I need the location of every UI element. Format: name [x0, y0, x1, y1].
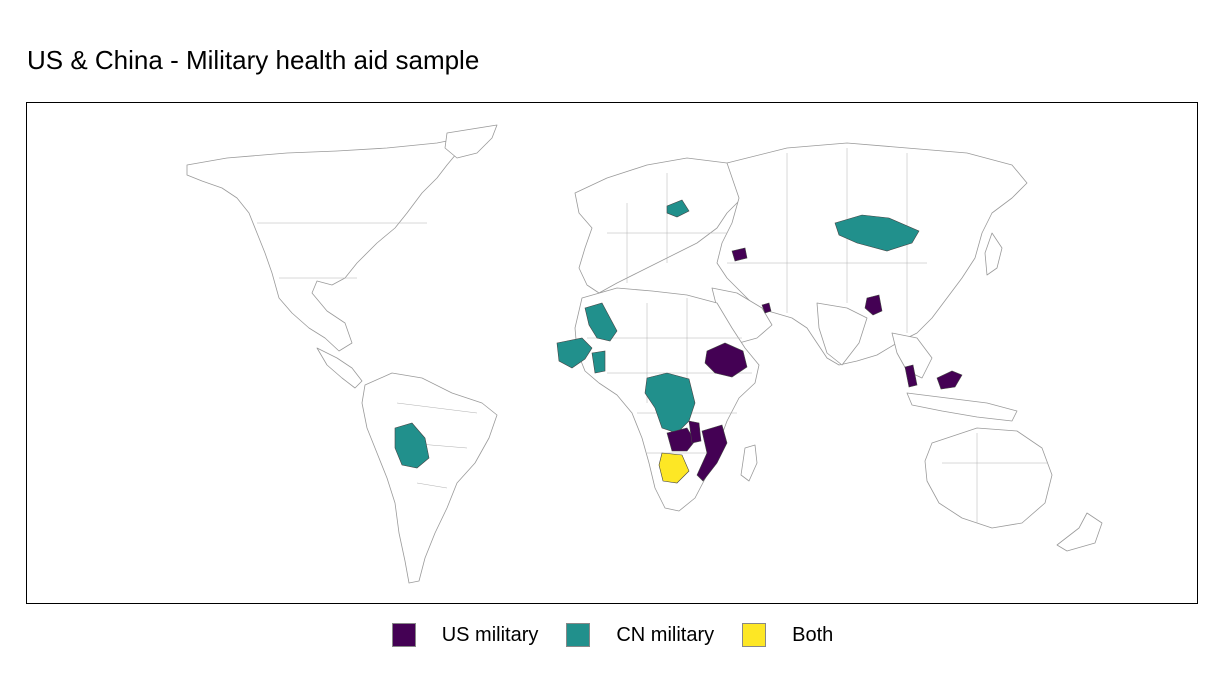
legend-item-both: Both — [742, 623, 833, 647]
greenland — [444, 124, 498, 159]
country-belarus — [666, 199, 690, 218]
page-title: US & China - Military health aid sample — [27, 45, 480, 75]
country-mali — [584, 302, 618, 342]
legend-label-cn-military: CN military — [616, 623, 715, 646]
southeast-asia — [891, 332, 933, 379]
country-ethiopia — [704, 342, 748, 378]
country-mongolia — [834, 214, 920, 252]
asia-landmass — [716, 142, 1028, 366]
country-cote-divoire — [591, 350, 606, 374]
country-malaysia — [936, 370, 963, 390]
madagascar — [740, 444, 758, 482]
australia-landmass — [924, 427, 1053, 529]
legend-label-both: Both — [792, 623, 834, 646]
europe-landmass — [574, 157, 748, 294]
country-bangladesh — [864, 294, 883, 316]
country-armenia-azerbaijan — [731, 247, 748, 262]
country-drc-congo — [644, 372, 696, 434]
legend-swatch-cn-military — [566, 623, 591, 647]
legend-swatch-both — [742, 623, 767, 647]
country-botswana — [658, 452, 690, 484]
north-america-landmass — [186, 132, 493, 352]
legend-item-us-military: US military — [391, 623, 539, 647]
japan — [984, 232, 1003, 276]
new-zealand — [1056, 512, 1103, 552]
legend-item-cn-military: CN military — [566, 623, 714, 647]
world-map — [186, 124, 1103, 584]
indian-subcontinent — [816, 302, 868, 366]
central-america — [316, 347, 363, 389]
legend-swatch-us-military — [391, 623, 416, 647]
land-outlines — [186, 124, 1103, 584]
legend: US military CN military Both — [0, 623, 1225, 647]
country-bolivia — [394, 422, 430, 469]
indonesia — [906, 392, 1018, 422]
country-mozambique — [696, 424, 728, 482]
highlighted-countries — [394, 199, 963, 484]
map-panel — [26, 102, 1198, 604]
country-malawi — [688, 420, 702, 444]
south-america-landmass — [361, 372, 498, 584]
country-zambia — [666, 427, 696, 452]
country-thailand-south — [904, 364, 918, 388]
country-oman — [761, 302, 772, 314]
country-guinea-region — [556, 337, 593, 369]
legend-label-us-military: US military — [441, 623, 539, 646]
